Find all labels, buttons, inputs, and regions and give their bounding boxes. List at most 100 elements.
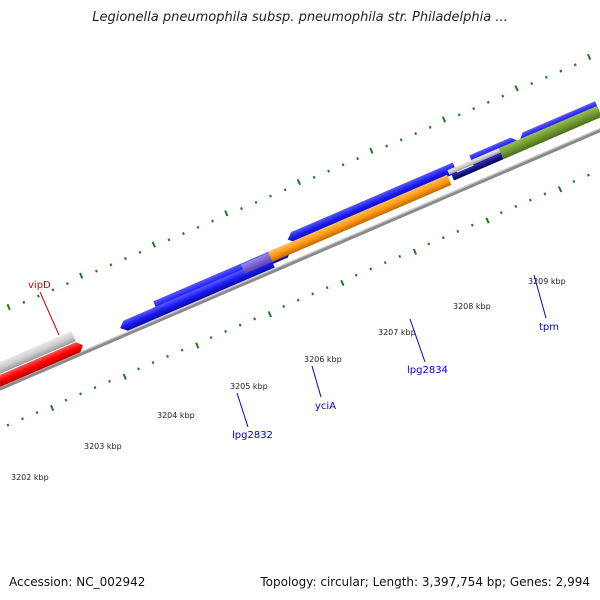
major-tick xyxy=(587,53,592,61)
minor-tick xyxy=(253,317,257,321)
minor-tick xyxy=(528,198,532,202)
minor-tick xyxy=(22,300,26,304)
minor-tick xyxy=(35,411,39,415)
minor-tick xyxy=(457,113,461,117)
minor-tick xyxy=(65,282,69,286)
gene-label-tpm[interactable]: tpm xyxy=(539,322,559,333)
minor-tick xyxy=(441,236,445,240)
minor-tick xyxy=(182,232,185,236)
minor-tick xyxy=(501,94,505,98)
kbp-label: 3205 kbp xyxy=(230,382,268,391)
minor-tick xyxy=(93,386,97,390)
major-tick xyxy=(6,303,11,311)
minor-tick xyxy=(543,192,547,196)
minor-tick xyxy=(325,286,329,290)
major-tick xyxy=(441,116,447,123)
major-tick xyxy=(195,342,200,349)
genome-backbone-highlight xyxy=(0,86,600,412)
minor-tick xyxy=(312,175,316,179)
minor-tick xyxy=(456,229,460,233)
minor-tick xyxy=(166,354,169,358)
minor-tick xyxy=(167,238,171,242)
minor-tick xyxy=(269,194,272,198)
minor-tick xyxy=(470,223,474,227)
kbp-label: 3209 kbp xyxy=(528,277,566,286)
minor-tick xyxy=(586,173,590,177)
gene-feature-blue-2[interactable] xyxy=(118,257,275,333)
minor-tick xyxy=(21,417,24,421)
genome-backbone xyxy=(0,86,600,415)
minor-tick xyxy=(383,261,387,265)
minor-tick xyxy=(572,179,576,183)
minor-tick xyxy=(427,242,431,246)
gene-leader-lpg2832 xyxy=(236,392,249,428)
minor-tick xyxy=(138,250,142,254)
minor-tick xyxy=(341,163,345,167)
gene-feature-orange[interactable] xyxy=(268,174,452,262)
minor-tick xyxy=(544,75,548,79)
minor-tick xyxy=(472,107,476,111)
major-tick xyxy=(340,279,345,287)
kbp-label: 3207 kbp xyxy=(378,328,416,337)
minor-tick xyxy=(124,257,127,261)
major-tick xyxy=(122,373,127,380)
minor-tick xyxy=(79,392,82,396)
minor-tick xyxy=(399,138,403,142)
minor-tick xyxy=(486,100,490,104)
minor-tick xyxy=(95,269,98,273)
minor-tick xyxy=(283,188,287,192)
minor-tick xyxy=(385,144,389,148)
minor-tick xyxy=(240,207,243,211)
major-tick xyxy=(412,248,418,255)
minor-tick xyxy=(282,304,286,308)
minor-tick xyxy=(296,298,300,302)
minor-tick xyxy=(36,294,40,298)
minor-tick xyxy=(559,69,563,73)
gene-label-yciA[interactable]: yciA xyxy=(315,401,336,412)
gene-feature-gray-1[interactable] xyxy=(0,331,76,392)
gene-label-lpg2832[interactable]: lpg2832 xyxy=(232,430,273,441)
minor-tick xyxy=(354,273,358,277)
major-tick xyxy=(267,311,272,318)
gene-leader-tpm xyxy=(533,274,547,319)
minor-tick xyxy=(573,63,577,67)
kbp-label: 3204 kbp xyxy=(157,411,195,420)
topology-text: Topology: circular; Length: 3,397,754 bp… xyxy=(260,575,590,589)
minor-tick xyxy=(398,254,402,258)
major-tick xyxy=(79,272,84,279)
major-tick xyxy=(50,404,55,412)
minor-tick xyxy=(414,132,418,136)
minor-tick xyxy=(180,348,184,352)
gene-feature-red-1[interactable] xyxy=(0,340,85,403)
major-tick xyxy=(514,85,519,92)
inner-tick-row xyxy=(6,173,590,427)
gene-feature-olive[interactable] xyxy=(498,105,600,160)
minor-tick xyxy=(64,398,68,402)
major-tick xyxy=(224,210,229,217)
major-tick xyxy=(485,217,490,224)
minor-tick xyxy=(51,288,55,292)
kbp-label: 3202 kbp xyxy=(11,473,49,482)
major-tick xyxy=(296,178,301,186)
kbp-label: 3208 kbp xyxy=(453,302,491,311)
gene-feature-gray-2[interactable] xyxy=(447,148,501,175)
minor-tick xyxy=(151,361,155,365)
gene-feature-blue-4[interactable] xyxy=(286,162,458,245)
major-tick xyxy=(151,241,156,248)
major-tick xyxy=(369,147,374,154)
minor-tick xyxy=(109,263,113,267)
minor-tick xyxy=(499,211,503,215)
gene-leader-lpg2834 xyxy=(409,318,426,363)
minor-tick xyxy=(108,379,111,383)
gene-feature-navy[interactable] xyxy=(451,153,504,181)
gene-feature-purple[interactable] xyxy=(240,252,273,274)
gene-label-vipD[interactable]: vipD xyxy=(28,280,51,291)
minor-tick xyxy=(356,157,360,161)
kbp-label: 3206 kbp xyxy=(304,355,342,364)
minor-tick xyxy=(369,267,373,271)
minor-tick xyxy=(211,219,214,223)
accession-text: Accession: NC_002942 xyxy=(9,575,146,589)
minor-tick xyxy=(428,125,432,129)
gene-label-lpg2834[interactable]: lpg2834 xyxy=(407,365,448,376)
